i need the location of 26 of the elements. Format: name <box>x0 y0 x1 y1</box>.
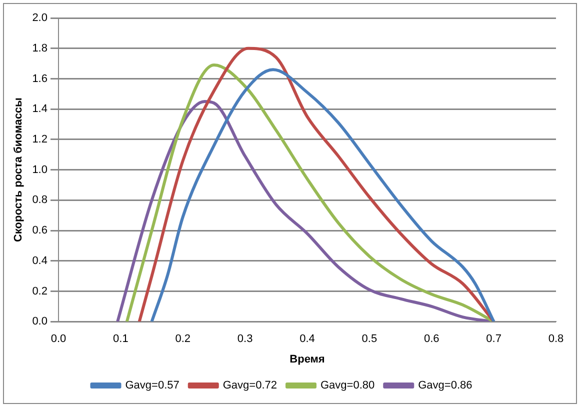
x-tick-label: 0.5 <box>362 333 378 346</box>
x-tick-label: 0.1 <box>113 333 128 346</box>
y-tick-label: 0.8 <box>32 194 48 206</box>
y-tick-label: 1.8 <box>32 42 48 54</box>
y-tick-label: 1.2 <box>32 133 48 146</box>
y-tick-label: 1.0 <box>32 164 48 176</box>
y-tick-label: 0.6 <box>32 224 48 237</box>
y-tick-label: 0.2 <box>32 285 48 298</box>
legend-label: Gavg=0.80 <box>320 380 375 392</box>
y-tick-label: 0.0 <box>32 316 48 328</box>
x-tick-label: 0.2 <box>175 333 191 346</box>
x-tick-label: 0.8 <box>548 333 564 346</box>
y-axis-title: Скорость роста биомассы <box>12 98 25 242</box>
legend-label: Gavg=0.72 <box>222 380 277 392</box>
y-tick-label: 1.4 <box>32 103 48 116</box>
legend-label: Gavg=0.57 <box>125 380 180 392</box>
x-tick-label: 0.6 <box>424 333 440 346</box>
x-tick-label: 0.3 <box>237 333 253 346</box>
legend-label: Gavg=0.86 <box>418 380 472 392</box>
y-tick-label: 1.6 <box>32 72 48 85</box>
x-tick-label: 0.7 <box>486 333 502 346</box>
y-tick-label: 0.4 <box>32 254 48 267</box>
y-tick-label: 2.0 <box>32 12 48 24</box>
x-axis-title: Время <box>290 353 325 366</box>
x-tick-label: 0.0 <box>50 333 66 346</box>
x-tick-label: 0.4 <box>300 333 315 346</box>
